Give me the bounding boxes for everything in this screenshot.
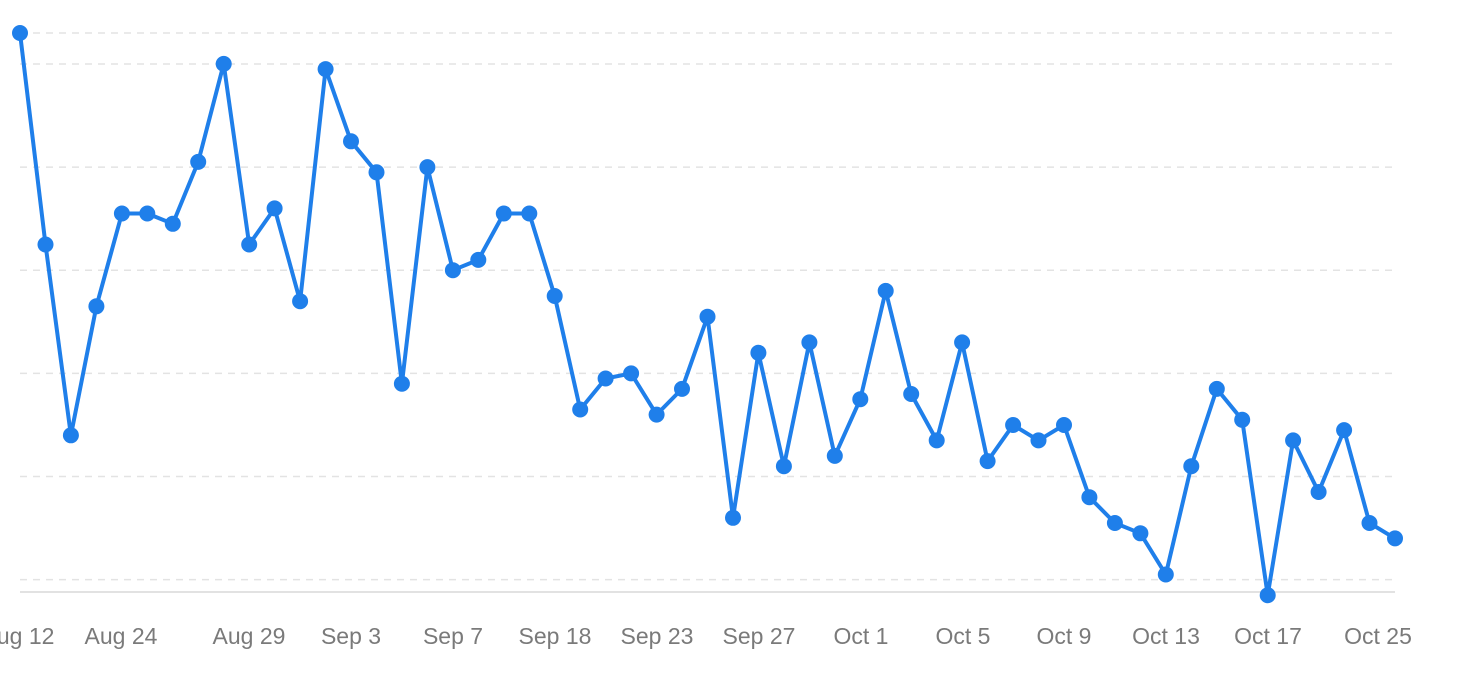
data-point-2[interactable] bbox=[62, 427, 79, 444]
data-points bbox=[12, 25, 1403, 604]
data-point-45[interactable] bbox=[1157, 566, 1174, 583]
x-tick-label: Oct 13 bbox=[1132, 623, 1200, 649]
data-point-15[interactable] bbox=[393, 375, 410, 392]
data-point-40[interactable] bbox=[1030, 432, 1047, 449]
data-point-31[interactable] bbox=[801, 334, 818, 351]
data-point-34[interactable] bbox=[877, 282, 894, 299]
data-point-35[interactable] bbox=[903, 386, 920, 402]
data-point-5[interactable] bbox=[139, 205, 156, 222]
data-point-16[interactable] bbox=[419, 159, 436, 176]
data-point-12[interactable] bbox=[317, 61, 334, 78]
data-point-26[interactable] bbox=[674, 380, 690, 397]
data-point-24[interactable] bbox=[623, 365, 640, 382]
x-tick-label: Sep 27 bbox=[723, 623, 796, 649]
data-point-25[interactable] bbox=[648, 406, 665, 423]
x-tick-label: Oct 9 bbox=[1037, 623, 1092, 649]
data-point-42[interactable] bbox=[1081, 489, 1098, 506]
data-point-50[interactable] bbox=[1285, 432, 1302, 449]
data-point-11[interactable] bbox=[292, 293, 309, 310]
x-tick-label: Oct 1 bbox=[834, 623, 889, 649]
data-point-10[interactable] bbox=[266, 200, 283, 217]
data-point-3[interactable] bbox=[88, 298, 105, 315]
x-tick-label: Oct 17 bbox=[1234, 623, 1302, 649]
data-point-18[interactable] bbox=[470, 251, 487, 268]
data-point-49[interactable] bbox=[1259, 587, 1276, 604]
data-point-44[interactable] bbox=[1132, 525, 1149, 542]
data-point-37[interactable] bbox=[954, 334, 971, 351]
data-point-54[interactable] bbox=[1387, 530, 1403, 547]
data-point-17[interactable] bbox=[444, 262, 461, 279]
data-point-46[interactable] bbox=[1183, 458, 1200, 475]
data-point-19[interactable] bbox=[495, 205, 512, 222]
data-point-53[interactable] bbox=[1361, 515, 1378, 531]
data-point-51[interactable] bbox=[1310, 484, 1327, 500]
data-point-1[interactable] bbox=[37, 236, 54, 253]
data-point-39[interactable] bbox=[1005, 417, 1022, 433]
x-tick-label: Oct 25 bbox=[1344, 623, 1412, 649]
x-axis-tick-labels: Aug 12 Aug 24 Aug 29 Sep 3 Sep 7 Sep 18 Sep 23… bbox=[0, 623, 1412, 649]
data-point-7[interactable] bbox=[190, 153, 207, 170]
data-point-38[interactable] bbox=[979, 453, 996, 470]
data-point-32[interactable] bbox=[826, 447, 843, 464]
x-tick-label: Sep 18 bbox=[519, 623, 592, 649]
data-point-48[interactable] bbox=[1234, 411, 1251, 428]
x-tick-label: Aug 12 bbox=[0, 623, 54, 649]
data-point-29[interactable] bbox=[750, 344, 767, 361]
x-tick-label: Sep 3 bbox=[321, 623, 381, 649]
data-point-27[interactable] bbox=[699, 308, 716, 325]
x-tick-label: Sep 23 bbox=[621, 623, 694, 649]
data-point-28[interactable] bbox=[725, 509, 741, 526]
data-point-52[interactable] bbox=[1336, 422, 1353, 439]
data-point-41[interactable] bbox=[1056, 417, 1072, 433]
x-tick-label: Aug 24 bbox=[85, 623, 158, 649]
x-tick-label: Oct 5 bbox=[936, 623, 991, 649]
data-point-0[interactable] bbox=[12, 25, 28, 41]
data-point-47[interactable] bbox=[1208, 380, 1225, 397]
data-point-14[interactable] bbox=[368, 164, 385, 181]
data-point-21[interactable] bbox=[546, 288, 563, 304]
data-point-4[interactable] bbox=[113, 205, 130, 222]
x-tick-label: Sep 7 bbox=[423, 623, 483, 649]
data-point-36[interactable] bbox=[928, 432, 945, 449]
data-point-33[interactable] bbox=[852, 391, 869, 408]
data-point-13[interactable] bbox=[343, 133, 359, 150]
data-point-22[interactable] bbox=[572, 401, 589, 418]
data-point-9[interactable] bbox=[241, 236, 258, 253]
x-tick-label: Aug 29 bbox=[213, 623, 286, 649]
data-point-23[interactable] bbox=[597, 370, 614, 387]
data-point-43[interactable] bbox=[1106, 515, 1123, 531]
data-point-30[interactable] bbox=[775, 458, 792, 475]
data-point-6[interactable] bbox=[164, 215, 181, 232]
data-point-20[interactable] bbox=[521, 205, 538, 222]
data-point-8[interactable] bbox=[215, 55, 232, 72]
gridlines bbox=[20, 32, 1395, 581]
